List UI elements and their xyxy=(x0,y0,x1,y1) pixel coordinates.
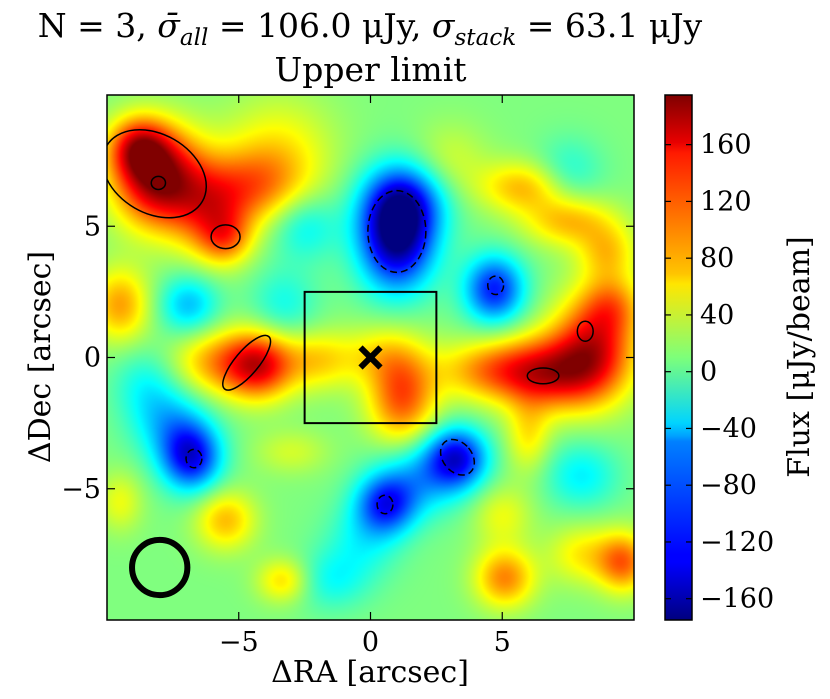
colorbar xyxy=(664,94,693,621)
title-sigma-stack-symbol: σ xyxy=(431,6,455,45)
positive-contour-3 xyxy=(222,334,272,391)
negative-contour-8 xyxy=(185,448,203,469)
title-sigma-all-value: = 106.0 μJy, xyxy=(218,6,422,45)
title-n: N = 3, xyxy=(37,6,147,45)
y-tick-label-1: 0 xyxy=(84,343,101,374)
y-axis-ticks: 5 0 −5 xyxy=(61,211,634,505)
positive-contour-4 xyxy=(526,367,560,385)
colorbar-ticks: 160 120 80 40 0 −40 −80 −120 −160 xyxy=(665,130,774,615)
stack-region-box xyxy=(303,290,438,425)
y-tick-label-0: 5 xyxy=(84,211,101,242)
colorbar-tick-label-5: −40 xyxy=(700,413,757,444)
positive-contour-2 xyxy=(210,224,241,250)
x-axis-ticks: −5 0 5 xyxy=(219,95,511,658)
contour-layer xyxy=(107,128,594,515)
x-tick-label-2: 5 xyxy=(494,627,511,658)
title-sigma-all-sub: all xyxy=(179,25,209,52)
colorbar-tick-label-0: 160 xyxy=(700,130,752,161)
x-tick-label-0: −5 xyxy=(219,627,259,658)
colorbar-tick-label-7: −120 xyxy=(700,527,774,558)
negative-contour-7 xyxy=(487,275,505,296)
colorbar-tick-label-8: −160 xyxy=(700,584,774,615)
center-x-marker xyxy=(358,345,383,370)
colorbar-tick-label-2: 80 xyxy=(700,243,734,274)
negative-contour-6 xyxy=(367,189,427,274)
negative-contour-10 xyxy=(376,494,394,515)
x-tick-label-1: 0 xyxy=(362,627,379,658)
y-axis-label: ΔDec [arcsec] xyxy=(23,251,58,463)
positive-contour-1 xyxy=(150,175,167,191)
center-marker-stroke-1 xyxy=(358,345,383,370)
chart-title: N = 3, σ̄all = 106.0 μJy, σstack = 63.1 … xyxy=(0,6,740,51)
x-axis-label: ΔRA [arcsec] xyxy=(271,655,469,690)
beam-circle xyxy=(129,536,191,599)
colorbar-label: Flux [μJy/beam] xyxy=(782,236,817,477)
chart-subtitle: Upper limit xyxy=(274,50,467,89)
title-sigma-stack-sub: stack xyxy=(454,25,517,52)
positive-contour-0 xyxy=(107,128,208,219)
colorbar-tick-label-3: 40 xyxy=(700,300,734,331)
title-sigma-stack-value: = 63.1 μJy xyxy=(526,6,703,45)
colorbar-tick-label-1: 120 xyxy=(700,186,752,217)
title-sigma-all-symbol: σ̄ xyxy=(157,6,180,45)
negative-contour-9 xyxy=(439,438,476,476)
positive-contour-5 xyxy=(576,320,594,343)
colorbar-tick-label-4: 0 xyxy=(700,357,717,388)
colorbar-tick-label-6: −80 xyxy=(700,470,757,501)
y-tick-label-2: −5 xyxy=(61,474,101,505)
